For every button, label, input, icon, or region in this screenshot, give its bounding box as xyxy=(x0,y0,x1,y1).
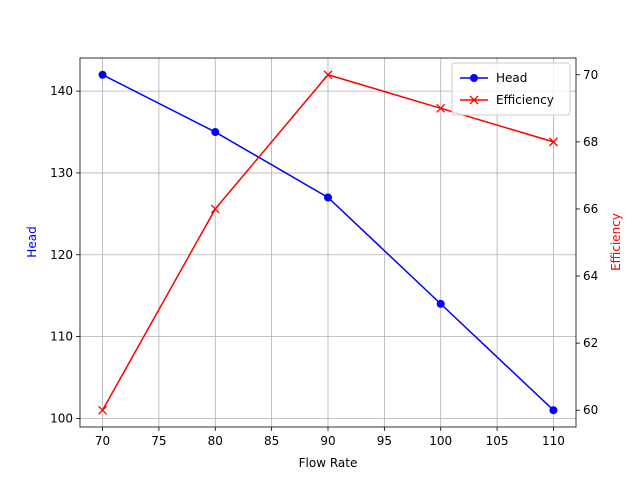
x-tick-label: 70 xyxy=(95,434,110,448)
legend-label: Head xyxy=(496,71,527,85)
marker xyxy=(98,405,108,415)
marker xyxy=(549,406,558,415)
marker xyxy=(211,128,220,137)
y2-tick-label: 60 xyxy=(583,403,598,417)
y-tick-label: 130 xyxy=(50,166,73,180)
legend-box xyxy=(451,62,571,116)
y2-tick-label: 62 xyxy=(583,336,598,350)
marker xyxy=(470,74,478,82)
x-tick-label: 105 xyxy=(486,434,509,448)
marker xyxy=(548,137,558,147)
y2-tick-label: 70 xyxy=(583,68,598,82)
y-tick-label: 100 xyxy=(50,411,73,425)
y-tick-label: 120 xyxy=(50,248,73,262)
x-tick-label: 90 xyxy=(320,434,335,448)
marker xyxy=(98,70,107,79)
y-tick-label: 110 xyxy=(50,330,73,344)
x-axis-label: Flow Rate xyxy=(299,456,358,470)
x-tick-label: 100 xyxy=(429,434,452,448)
x-tick-label: 95 xyxy=(377,434,392,448)
marker xyxy=(324,193,332,202)
y2-tick-label: 66 xyxy=(583,202,598,216)
y-axis-label: Head xyxy=(25,226,39,257)
y2-tick-label: 68 xyxy=(583,135,598,149)
y2-axis-label: Efficiency xyxy=(609,213,623,271)
marker xyxy=(210,204,220,214)
y-tick-label: 140 xyxy=(50,84,73,98)
x-tick-label: 80 xyxy=(208,434,223,448)
marker xyxy=(436,299,445,308)
x-tick-label: 85 xyxy=(264,434,279,448)
axes-frame xyxy=(79,57,577,428)
marker xyxy=(323,70,333,80)
y2-tick-label: 64 xyxy=(583,269,598,283)
x-tick-label: 110 xyxy=(542,434,565,448)
x-tick-label: 75 xyxy=(151,434,166,448)
marker xyxy=(436,103,446,113)
legend-label: Efficiency xyxy=(496,93,554,107)
marker xyxy=(469,95,479,105)
legend: Head Efficiency xyxy=(451,62,571,116)
